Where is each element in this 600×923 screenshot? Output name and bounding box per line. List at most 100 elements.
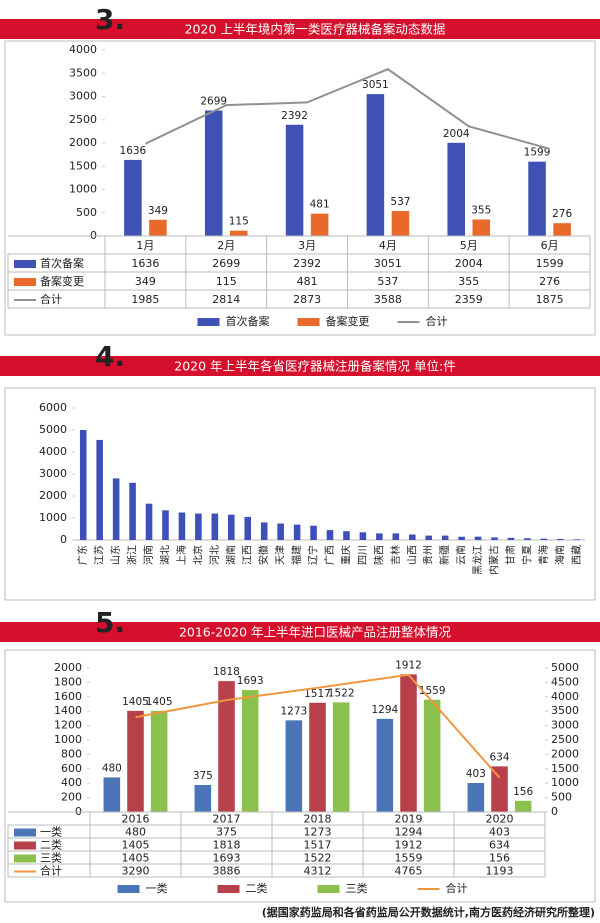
bar bbox=[474, 536, 482, 540]
x-tick-label: 江苏 bbox=[93, 545, 106, 565]
x-tick-label: 2016 bbox=[122, 813, 150, 826]
x-tick-label: 湖南 bbox=[224, 545, 237, 565]
legend-symbol bbox=[197, 318, 220, 326]
y-tick-label: 4000 bbox=[39, 445, 67, 458]
x-tick-label: 2017 bbox=[213, 813, 241, 826]
x-tick-label: 北京 bbox=[191, 545, 204, 565]
bar bbox=[96, 439, 103, 540]
section-number: 5. bbox=[95, 606, 125, 639]
table-legend-symbol bbox=[14, 854, 36, 863]
bar bbox=[540, 538, 548, 540]
table-cell: 634 bbox=[489, 839, 510, 852]
data-label: 1599 bbox=[524, 147, 551, 159]
legend-symbol bbox=[317, 885, 340, 893]
bar bbox=[310, 525, 317, 540]
data-label: 3051 bbox=[362, 79, 389, 91]
data-label: 1294 bbox=[371, 704, 398, 716]
data-label: 1517 bbox=[304, 688, 331, 700]
x-tick-label: 江西 bbox=[242, 545, 254, 565]
bar bbox=[195, 513, 202, 540]
x-tick-label: 黑龙江 bbox=[471, 545, 484, 575]
data-label: 1818 bbox=[213, 666, 240, 678]
bar bbox=[391, 211, 410, 236]
table-legend-symbol bbox=[14, 260, 36, 268]
table-cell: 480 bbox=[125, 826, 146, 839]
table-cell: 2814 bbox=[212, 293, 240, 306]
table-series-name: 合计 bbox=[40, 864, 62, 878]
chart-frame bbox=[4, 387, 596, 601]
table-series-name: 合计 bbox=[40, 292, 62, 306]
table-cell: 403 bbox=[489, 826, 510, 839]
bar bbox=[149, 219, 167, 236]
data-label: 1405 bbox=[122, 696, 149, 708]
bar bbox=[218, 681, 235, 812]
legend-label: 合计 bbox=[426, 314, 448, 328]
legend-symbol bbox=[217, 885, 240, 893]
data-label: 1693 bbox=[237, 675, 264, 687]
data-label: 1636 bbox=[120, 145, 147, 157]
bar bbox=[423, 699, 441, 812]
data-label: 481 bbox=[310, 199, 330, 211]
y2-tick-label: 5000 bbox=[551, 661, 579, 674]
bar bbox=[260, 522, 268, 540]
x-tick-label: 6月 bbox=[541, 239, 559, 252]
table-cell: 3886 bbox=[213, 865, 241, 878]
table-cell: 276 bbox=[539, 275, 560, 288]
bar bbox=[194, 785, 212, 812]
table-cell: 3290 bbox=[122, 865, 150, 878]
x-tick-label: 青海 bbox=[537, 545, 550, 565]
x-tick-label: 四川 bbox=[358, 545, 369, 565]
y2-tick-label: 500 bbox=[551, 791, 572, 804]
legend-label: 一类 bbox=[146, 881, 168, 895]
footnote: (据国家药监局和各省药监局公开数据统计,南方医药经济研究所整理) bbox=[262, 905, 595, 919]
table-cell: 1693 bbox=[213, 852, 241, 865]
x-tick-label: 内蒙古 bbox=[488, 545, 501, 575]
bar bbox=[343, 531, 350, 540]
legend-label: 首次备案 bbox=[226, 314, 270, 328]
y-tick-label: 0 bbox=[60, 533, 67, 546]
legend-symbol bbox=[117, 885, 140, 893]
data-label: 537 bbox=[390, 196, 410, 208]
y2-tick-label: 0 bbox=[551, 805, 558, 818]
bar bbox=[310, 213, 329, 236]
bar bbox=[528, 161, 546, 236]
data-label: 115 bbox=[229, 216, 249, 228]
y-tick-label: 2000 bbox=[69, 136, 97, 149]
data-label: 1522 bbox=[328, 687, 355, 699]
bar bbox=[447, 142, 465, 236]
bar bbox=[211, 513, 219, 540]
y2-tick-label: 2500 bbox=[551, 733, 579, 746]
table-series-name: 首次备案 bbox=[40, 256, 84, 270]
y-tick-label: 1000 bbox=[39, 511, 67, 524]
x-tick-label: 山东 bbox=[109, 545, 122, 565]
x-tick-label: 海南 bbox=[553, 545, 566, 565]
y-tick-label: 3000 bbox=[39, 467, 67, 480]
bar bbox=[230, 230, 248, 236]
table-cell: 2873 bbox=[293, 293, 321, 306]
y-tick-label: 500 bbox=[76, 206, 97, 219]
bar bbox=[553, 223, 571, 236]
table-cell: 115 bbox=[216, 275, 237, 288]
x-tick-label: 广西 bbox=[324, 545, 336, 565]
chart-title: 2020 上半年境内第一类医疗器械备案动态数据 bbox=[185, 22, 446, 37]
bar bbox=[366, 94, 385, 236]
x-tick-label: 河南 bbox=[142, 545, 155, 565]
y-tick-label: 400 bbox=[61, 776, 82, 789]
legend-label: 三类 bbox=[346, 881, 368, 895]
table-series-name: 一类 bbox=[40, 825, 62, 839]
table-legend-symbol bbox=[14, 828, 36, 837]
x-tick-label: 甘肃 bbox=[504, 545, 517, 565]
x-tick-label: 2月 bbox=[217, 239, 235, 252]
table-cell: 1636 bbox=[131, 257, 159, 270]
y2-tick-label: 4000 bbox=[551, 690, 579, 703]
x-tick-label: 5月 bbox=[460, 239, 478, 252]
y-tick-label: 200 bbox=[61, 791, 82, 804]
bar bbox=[309, 702, 326, 812]
x-tick-label: 4月 bbox=[379, 239, 397, 252]
y-tick-label: 1000 bbox=[54, 733, 82, 746]
data-label: 2392 bbox=[281, 110, 308, 122]
bar bbox=[392, 533, 400, 540]
table-cell: 1599 bbox=[536, 257, 564, 270]
x-tick-label: 西藏 bbox=[571, 545, 583, 565]
